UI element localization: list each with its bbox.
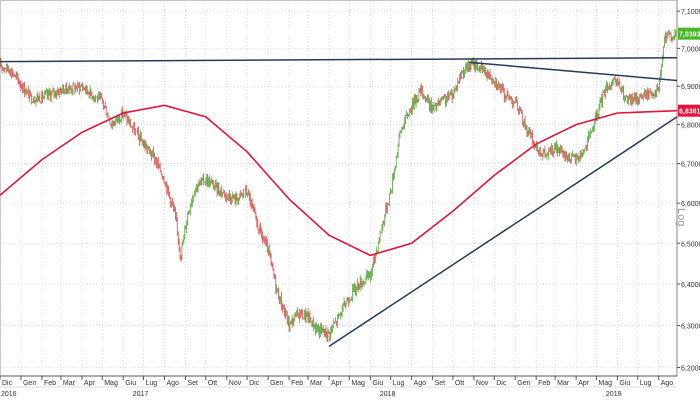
plot-background <box>0 0 678 377</box>
y-tick-label: 6,6000 <box>681 201 700 208</box>
y-tick-label: 6,4000 <box>681 282 700 289</box>
moving-average-series <box>0 104 678 257</box>
x-month-label: Dic <box>496 380 507 387</box>
y-axis: 6,2000 6,3000 6,4000 6,5000 6,6000 6,7000 6,80… <box>677 9 700 373</box>
x-month-label: Nov <box>476 380 489 387</box>
x-month-label: Dic <box>249 380 260 387</box>
x-month-label: Mar <box>63 380 76 387</box>
x-month-label: Feb <box>291 380 303 387</box>
x-month-label: Giu <box>125 380 136 387</box>
x-month-label: Set <box>187 380 198 387</box>
trendline <box>0 57 678 63</box>
x-month-label: Gen <box>23 380 36 387</box>
x-year-label: 2019 <box>606 391 622 398</box>
moving-average-badge <box>678 104 700 117</box>
x-month-label: Lug <box>393 380 405 387</box>
last-price-badge-label: 7,0393 <box>679 32 700 39</box>
trendline <box>328 116 678 348</box>
x-year-label: 2016 <box>1 391 17 398</box>
x-month-label: Apr <box>331 380 343 387</box>
x-month-label: Dic <box>2 380 13 387</box>
x-month-label: Ott <box>208 380 217 387</box>
trendlines <box>0 57 678 348</box>
y-tick-label: 6,8000 <box>681 123 700 130</box>
y-tick-label: 6,9000 <box>681 84 700 91</box>
x-year-label: 2017 <box>133 391 149 398</box>
x-month-label: Mag <box>104 380 118 387</box>
x-axis: Dic Gen Feb Mar Apr Mag Giu Lug Ago Set Ott Nov Dic G… <box>0 375 677 398</box>
x-month-label: Mag <box>351 380 365 387</box>
grid-lines <box>0 0 677 376</box>
y-tick-label: 6,2000 <box>681 366 700 373</box>
x-month-label: Ago <box>167 380 180 387</box>
x-month-label: Nov <box>229 380 242 387</box>
moving-average-badge-label: 6,8361 <box>679 109 700 116</box>
trendline <box>469 61 678 82</box>
y-tick-label: 6,5000 <box>681 241 700 248</box>
x-month-label: Apr <box>578 380 590 387</box>
x-month-label: Set <box>435 380 446 387</box>
y-tick-label: 6,7000 <box>681 162 700 169</box>
x-year-label: 2018 <box>380 391 396 398</box>
y-tick-label: 6,3000 <box>681 323 700 330</box>
x-month-label: Ott <box>455 380 464 387</box>
x-month-label: Giu <box>372 380 383 387</box>
x-month-label: Feb <box>44 380 56 387</box>
price-candles <box>0 29 678 342</box>
x-month-label: Gen <box>270 380 283 387</box>
x-month-label: Lug <box>146 380 158 387</box>
y-tick-label: 7,1000 <box>681 9 700 16</box>
x-month-label: Lug <box>640 380 652 387</box>
plot-area <box>0 0 678 377</box>
x-month-label: Feb <box>538 380 550 387</box>
x-month-label: Mar <box>310 380 323 387</box>
x-month-label: Ago <box>414 380 427 387</box>
x-month-label: Apr <box>84 380 96 387</box>
y-tick-label: 7,0000 <box>681 46 700 53</box>
moving-average-line <box>0 104 678 257</box>
log-scale-label: Log <box>675 208 687 226</box>
x-month-label: Giu <box>619 380 630 387</box>
x-month-label: Gen <box>517 380 530 387</box>
x-month-label: Mar <box>557 380 570 387</box>
x-month-label: Mag <box>598 380 612 387</box>
last-price-badge <box>678 27 700 40</box>
x-month-label: Ago <box>661 380 674 387</box>
